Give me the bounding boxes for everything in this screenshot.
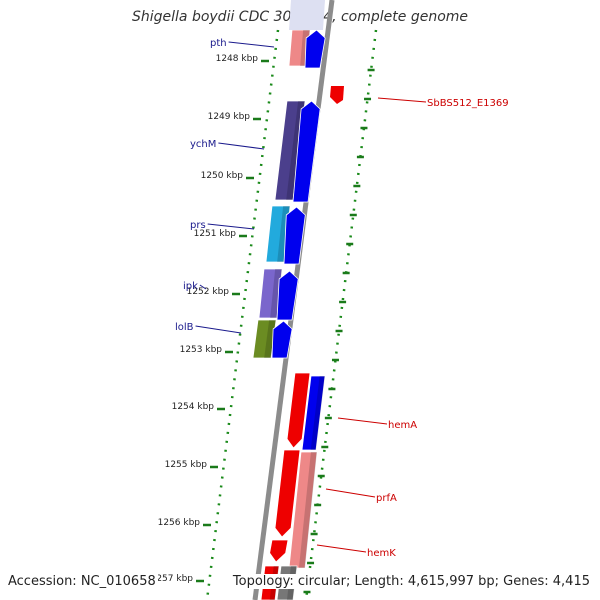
kbp-tick-label: 1257 kbp — [151, 574, 194, 584]
gene-prfA-block — [288, 451, 318, 569]
reverse-gene-arrow-icon — [269, 539, 289, 563]
label-leader-line — [228, 41, 275, 48]
label-leader-line — [316, 544, 367, 553]
label-leader-line — [207, 223, 255, 230]
kbp-tick-label: 1255 kbp — [165, 460, 208, 470]
label-leader-line — [325, 488, 376, 498]
forward-gene-arrow-icon — [283, 206, 306, 265]
gene-label-prs: prs — [190, 220, 206, 231]
label-leader-line — [195, 325, 242, 334]
forward-gene-arrow-icon — [304, 29, 326, 69]
kbp-tick-label: 1248 kbp — [216, 54, 259, 64]
kbp-tick-label: 1250 kbp — [201, 171, 244, 181]
label-leader-line — [337, 417, 388, 425]
topology-text: Topology: circular; Length: 4,615,997 bp… — [230, 574, 592, 589]
label-leader-line — [377, 97, 427, 103]
forward-gene-arrow-icon — [271, 320, 293, 359]
label-leader-line — [218, 142, 265, 150]
kbp-tick-label: 1252 kbp — [187, 287, 230, 297]
gene-label-hemK: hemK — [367, 548, 396, 559]
top-feature-block — [289, 0, 325, 30]
accession-text: Accession: NC_010658 — [6, 574, 158, 589]
gene-label-prfA: prfA — [376, 493, 397, 504]
gene-lolB-block — [252, 319, 277, 359]
forward-gene-arrow-icon — [292, 100, 321, 203]
gene-label-SbBS512_E1369: SbBS512_E1369 — [427, 98, 509, 109]
gene-label-pth: pth — [210, 38, 227, 49]
forward-gene-arrow-icon — [276, 270, 299, 321]
gene-label-ychM: ychM — [190, 139, 216, 150]
gene-label-hemA: hemA — [388, 420, 417, 431]
reverse-gene-arrow-icon — [286, 372, 311, 449]
gene-hemA-block — [301, 375, 326, 451]
sbbs512-marker-icon — [330, 86, 344, 104]
outer-left-dotted-ring — [205, 29, 280, 600]
kbp-tick-label: 1251 kbp — [194, 229, 237, 239]
kbp-tick-label: 1249 kbp — [208, 112, 251, 122]
kbp-tick-label: 1253 kbp — [180, 345, 223, 355]
gene-label-lolB: lolB — [175, 322, 194, 333]
kbp-tick-label: 1254 kbp — [172, 402, 215, 412]
gene-hemA-block-shade — [310, 376, 325, 450]
label-leader-line — [199, 284, 207, 290]
gene-prfA-block-shade — [298, 452, 317, 568]
reverse-gene-arrow-icon — [274, 449, 301, 538]
kbp-tick-label: 1256 kbp — [158, 518, 201, 528]
gene-label-ipk: ipk — [183, 281, 198, 292]
